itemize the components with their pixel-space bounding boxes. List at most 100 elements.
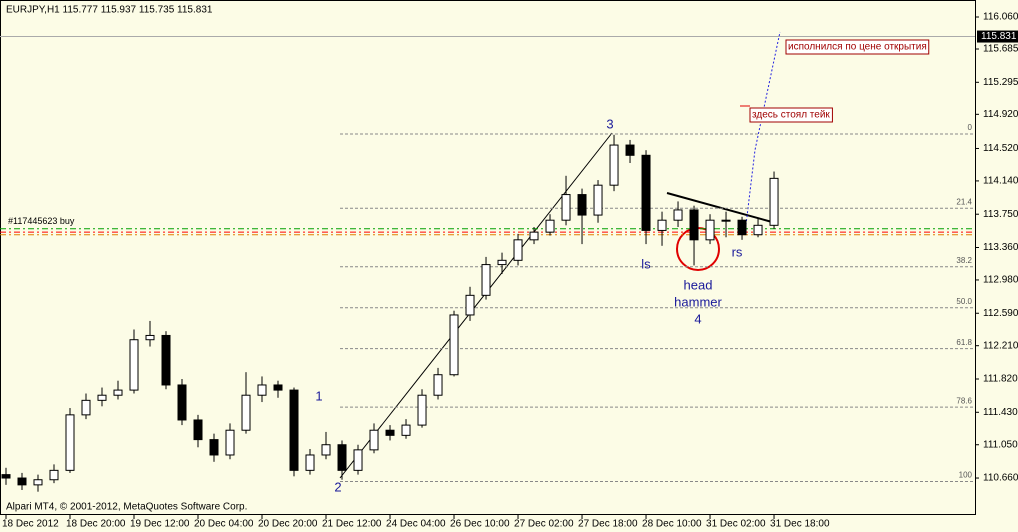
note: здесь стоял тейк <box>752 110 830 121</box>
x-tick-label: 28 Dec 10:00 <box>642 519 702 530</box>
plot-frame <box>0 0 976 515</box>
fib-label: 100 <box>959 471 973 480</box>
candle-body <box>49 469 59 481</box>
x-tick-label: 27 Dec 02:00 <box>514 519 574 530</box>
candle-body <box>289 389 299 471</box>
y-tick-label: 112.980 <box>983 275 1018 286</box>
y-tick-label: 110.660 <box>983 473 1018 484</box>
x-tick-label: 20 Dec 04:00 <box>194 519 254 530</box>
candle-body <box>449 314 459 376</box>
candle-body <box>193 419 203 441</box>
candle-body <box>273 384 283 391</box>
candle-body <box>625 144 635 156</box>
candle-body <box>337 444 347 471</box>
candle-body <box>737 219 747 236</box>
candle-body <box>401 424 411 436</box>
annotation: hammer <box>674 294 722 309</box>
candle-body <box>225 429 235 456</box>
note: исполнился по цене открытия <box>788 42 927 53</box>
y-tick-label: 114.920 <box>983 109 1018 120</box>
candle-body <box>545 219 555 233</box>
candle-body <box>241 394 251 431</box>
x-tick-label: 31 Dec 02:00 <box>706 519 766 530</box>
y-tick-label: 116.060 <box>983 12 1018 23</box>
candle-body <box>433 374 443 396</box>
candle-body <box>17 477 27 486</box>
y-tick-label: 115.295 <box>983 77 1018 88</box>
trend-line <box>339 132 613 479</box>
candle-body <box>161 334 171 386</box>
y-tick-label: 114.140 <box>983 176 1018 187</box>
annotation: 4 <box>694 311 701 326</box>
y-tick-label: 112.590 <box>983 308 1018 319</box>
note-box <box>785 39 930 55</box>
candle-body <box>33 479 43 486</box>
y-tick-label: 115.685 <box>983 44 1018 55</box>
price-box <box>977 30 1018 43</box>
candle-body <box>641 154 651 231</box>
candle-body <box>113 389 123 396</box>
candle-body <box>769 177 779 226</box>
fib-label: 0 <box>968 123 973 132</box>
candle-body <box>513 239 523 261</box>
candle-body <box>577 194 587 216</box>
fib-label: 50.0 <box>956 297 972 306</box>
y-tick-label: 113.360 <box>983 242 1018 253</box>
x-tick-label: 18 Dec 2012 <box>2 519 59 530</box>
candle-body <box>145 334 155 341</box>
fib-label: 61.8 <box>956 338 972 347</box>
symbol-info: EURJPY,H1 115.777 115.937 115.735 115.83… <box>6 5 213 16</box>
candle-body <box>81 399 91 416</box>
neckline <box>666 192 773 223</box>
candle-body <box>65 414 75 471</box>
order-label: #117445623 buy <box>8 216 75 226</box>
candle-body <box>369 429 379 451</box>
y-tick-label: 111.820 <box>983 374 1018 385</box>
note-box <box>749 107 833 123</box>
candle-body <box>593 184 603 216</box>
annotation: 1 <box>315 388 322 403</box>
candle-body <box>609 144 619 186</box>
candle-body <box>721 219 731 222</box>
candle-body <box>529 231 539 241</box>
candle-body <box>417 394 427 426</box>
copyright: Alpari MT4, © 2001-2012, MetaQuotes Soft… <box>6 502 247 513</box>
y-tick-label: 111.430 <box>983 407 1018 418</box>
candle-body <box>209 439 219 456</box>
candle-body <box>1 474 11 479</box>
candle-body <box>465 294 475 316</box>
x-tick-label: 20 Dec 20:00 <box>258 519 318 530</box>
y-tick-label: 114.520 <box>983 143 1018 154</box>
x-tick-label: 18 Dec 20:00 <box>66 519 126 530</box>
candle-body <box>497 259 507 266</box>
x-tick-label: 21 Dec 12:00 <box>322 519 382 530</box>
annotation: rs <box>732 244 743 259</box>
y-tick-label: 113.750 <box>983 209 1018 220</box>
candle-body <box>129 339 139 391</box>
candle-body <box>753 224 763 236</box>
candle-body <box>257 384 267 396</box>
annotation: ls <box>641 256 651 271</box>
candle-body <box>385 429 395 436</box>
price-label: 115.831 <box>981 31 1017 42</box>
candle-body <box>321 444 331 456</box>
candle-body <box>561 194 571 221</box>
candle-body <box>657 219 667 231</box>
annotation: 2 <box>334 479 341 494</box>
x-tick-label: 27 Dec 18:00 <box>578 519 638 530</box>
y-tick-label: 111.050 <box>983 439 1018 450</box>
x-tick-label: 26 Dec 10:00 <box>450 519 510 530</box>
candle-body <box>353 449 363 471</box>
candle-body <box>481 264 491 296</box>
x-tick-label: 24 Dec 04:00 <box>386 519 446 530</box>
annotation: 3 <box>606 116 613 131</box>
x-tick-label: 31 Dec 18:00 <box>770 519 830 530</box>
x-tick-label: 19 Dec 12:00 <box>130 519 190 530</box>
candle-body <box>673 209 683 221</box>
candle-body <box>305 454 315 471</box>
candle-body <box>177 384 187 421</box>
annotation: head <box>684 277 713 292</box>
y-tick-label: 112.210 <box>983 340 1018 351</box>
candle-body <box>689 209 699 241</box>
